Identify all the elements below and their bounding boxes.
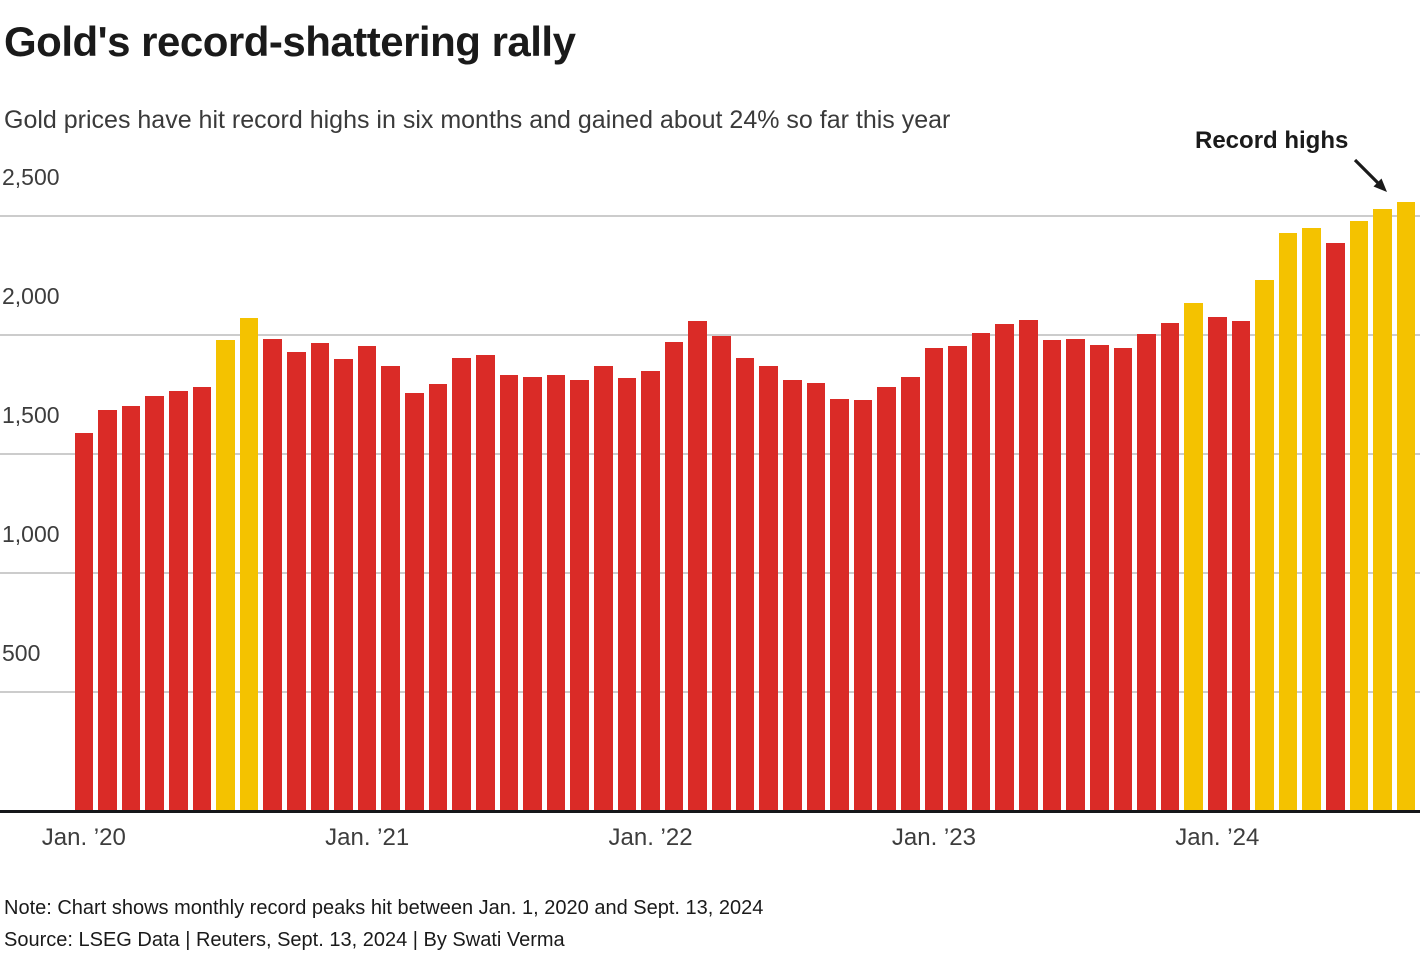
bar-nov-2022 xyxy=(877,387,896,811)
bar-mar-2024 xyxy=(1255,280,1274,811)
bar-apr-2023 xyxy=(995,324,1015,811)
bar-jul-2023 xyxy=(1066,338,1085,811)
bar-nov-2020 xyxy=(310,343,330,811)
bar-mar-2021 xyxy=(405,393,424,811)
x-tick-label-24: Jan. ’22 xyxy=(608,824,693,851)
bar-jun-2024 xyxy=(1326,243,1345,811)
x-tick-label-48: Jan. ’24 xyxy=(1175,824,1260,851)
record-highs-arrow-icon xyxy=(1353,158,1387,192)
gridline-2500 xyxy=(0,215,1420,217)
bar-oct-2023 xyxy=(1137,333,1156,811)
bar-feb-2020 xyxy=(98,409,117,811)
bar-jul-2024 xyxy=(1349,220,1369,811)
bar-may-2021 xyxy=(452,357,471,811)
bar-dec-2021 xyxy=(617,377,637,811)
bar-may-2023 xyxy=(1019,319,1038,811)
y-tick-label-500: 500 xyxy=(2,640,41,666)
bar-aug-2021 xyxy=(523,376,542,811)
bar-jan-2024 xyxy=(1207,317,1227,811)
bar-jan-2022 xyxy=(641,370,660,811)
x-tick-label-0: Jan. ’20 xyxy=(41,824,126,851)
bar-jan-2021 xyxy=(357,345,377,811)
gridline-2000 xyxy=(0,334,1420,336)
bar-feb-2024 xyxy=(1231,320,1251,811)
bar-nov-2023 xyxy=(1160,323,1180,811)
record-highs-annotation: Record highs xyxy=(1195,127,1349,154)
x-axis-line xyxy=(0,810,1420,813)
bar-jun-2020 xyxy=(192,387,212,811)
bar-oct-2021 xyxy=(570,380,589,811)
bar-sep-2023 xyxy=(1113,348,1133,811)
bar-sep-2022 xyxy=(830,399,849,811)
bar-sep-2024 xyxy=(1396,201,1416,811)
bar-aug-2022 xyxy=(806,382,826,811)
chart-subtitle: Gold prices have hit record highs in six… xyxy=(4,106,951,134)
y-tick-label-1000: 1,000 xyxy=(2,521,60,547)
bar-jun-2021 xyxy=(475,355,495,811)
bar-series xyxy=(72,201,1418,811)
bar-apr-2020 xyxy=(145,395,164,811)
bar-aug-2024 xyxy=(1373,208,1392,811)
bar-apr-2022 xyxy=(712,336,731,811)
bar-jan-2023 xyxy=(924,348,944,811)
bar-dec-2023 xyxy=(1184,302,1203,811)
bar-oct-2020 xyxy=(287,351,306,811)
bar-aug-2020 xyxy=(239,318,259,811)
bar-jun-2022 xyxy=(759,365,778,811)
bar-jul-2021 xyxy=(499,375,519,811)
bar-oct-2022 xyxy=(853,400,873,811)
y-tick-label-1500: 1,500 xyxy=(2,402,60,428)
bar-mar-2022 xyxy=(688,320,708,811)
bar-feb-2021 xyxy=(381,365,401,811)
x-tick-label-12: Jan. ’21 xyxy=(325,824,410,851)
bar-mar-2020 xyxy=(121,406,141,811)
gridline-1500 xyxy=(0,453,1420,455)
bar-nov-2021 xyxy=(594,365,613,811)
bar-feb-2023 xyxy=(948,345,967,811)
gridline-500 xyxy=(0,691,1420,693)
page-title: Gold's record-shattering rally xyxy=(4,18,576,65)
gridline-1000 xyxy=(0,572,1420,574)
bar-sep-2021 xyxy=(546,375,566,811)
bar-jan-2020 xyxy=(74,432,94,811)
bar-apr-2021 xyxy=(428,383,448,811)
x-tick-label-36: Jan. ’23 xyxy=(891,824,976,851)
bar-may-2020 xyxy=(168,390,188,811)
y-tick-label-2500: 2,500 xyxy=(2,164,60,190)
bar-feb-2022 xyxy=(664,342,684,811)
chart-note: Note: Chart shows monthly record peaks h… xyxy=(4,897,764,919)
y-tick-label-2000: 2,000 xyxy=(2,283,60,309)
bar-apr-2024 xyxy=(1278,232,1298,811)
bar-jul-2020 xyxy=(216,339,235,811)
bar-mar-2023 xyxy=(971,332,991,811)
bar-jul-2022 xyxy=(782,380,802,811)
chart-plot-area: 500 1,000 1,500 2,000 2,500 xyxy=(0,164,1420,811)
bar-dec-2020 xyxy=(334,358,353,811)
bar-aug-2023 xyxy=(1089,344,1109,811)
bar-dec-2022 xyxy=(900,376,920,811)
bar-sep-2020 xyxy=(263,338,282,811)
bar-may-2024 xyxy=(1302,227,1322,811)
chart-source: Source: LSEG Data | Reuters, Sept. 13, 2… xyxy=(4,929,565,951)
bar-may-2022 xyxy=(735,357,755,811)
bar-jun-2023 xyxy=(1042,339,1062,811)
